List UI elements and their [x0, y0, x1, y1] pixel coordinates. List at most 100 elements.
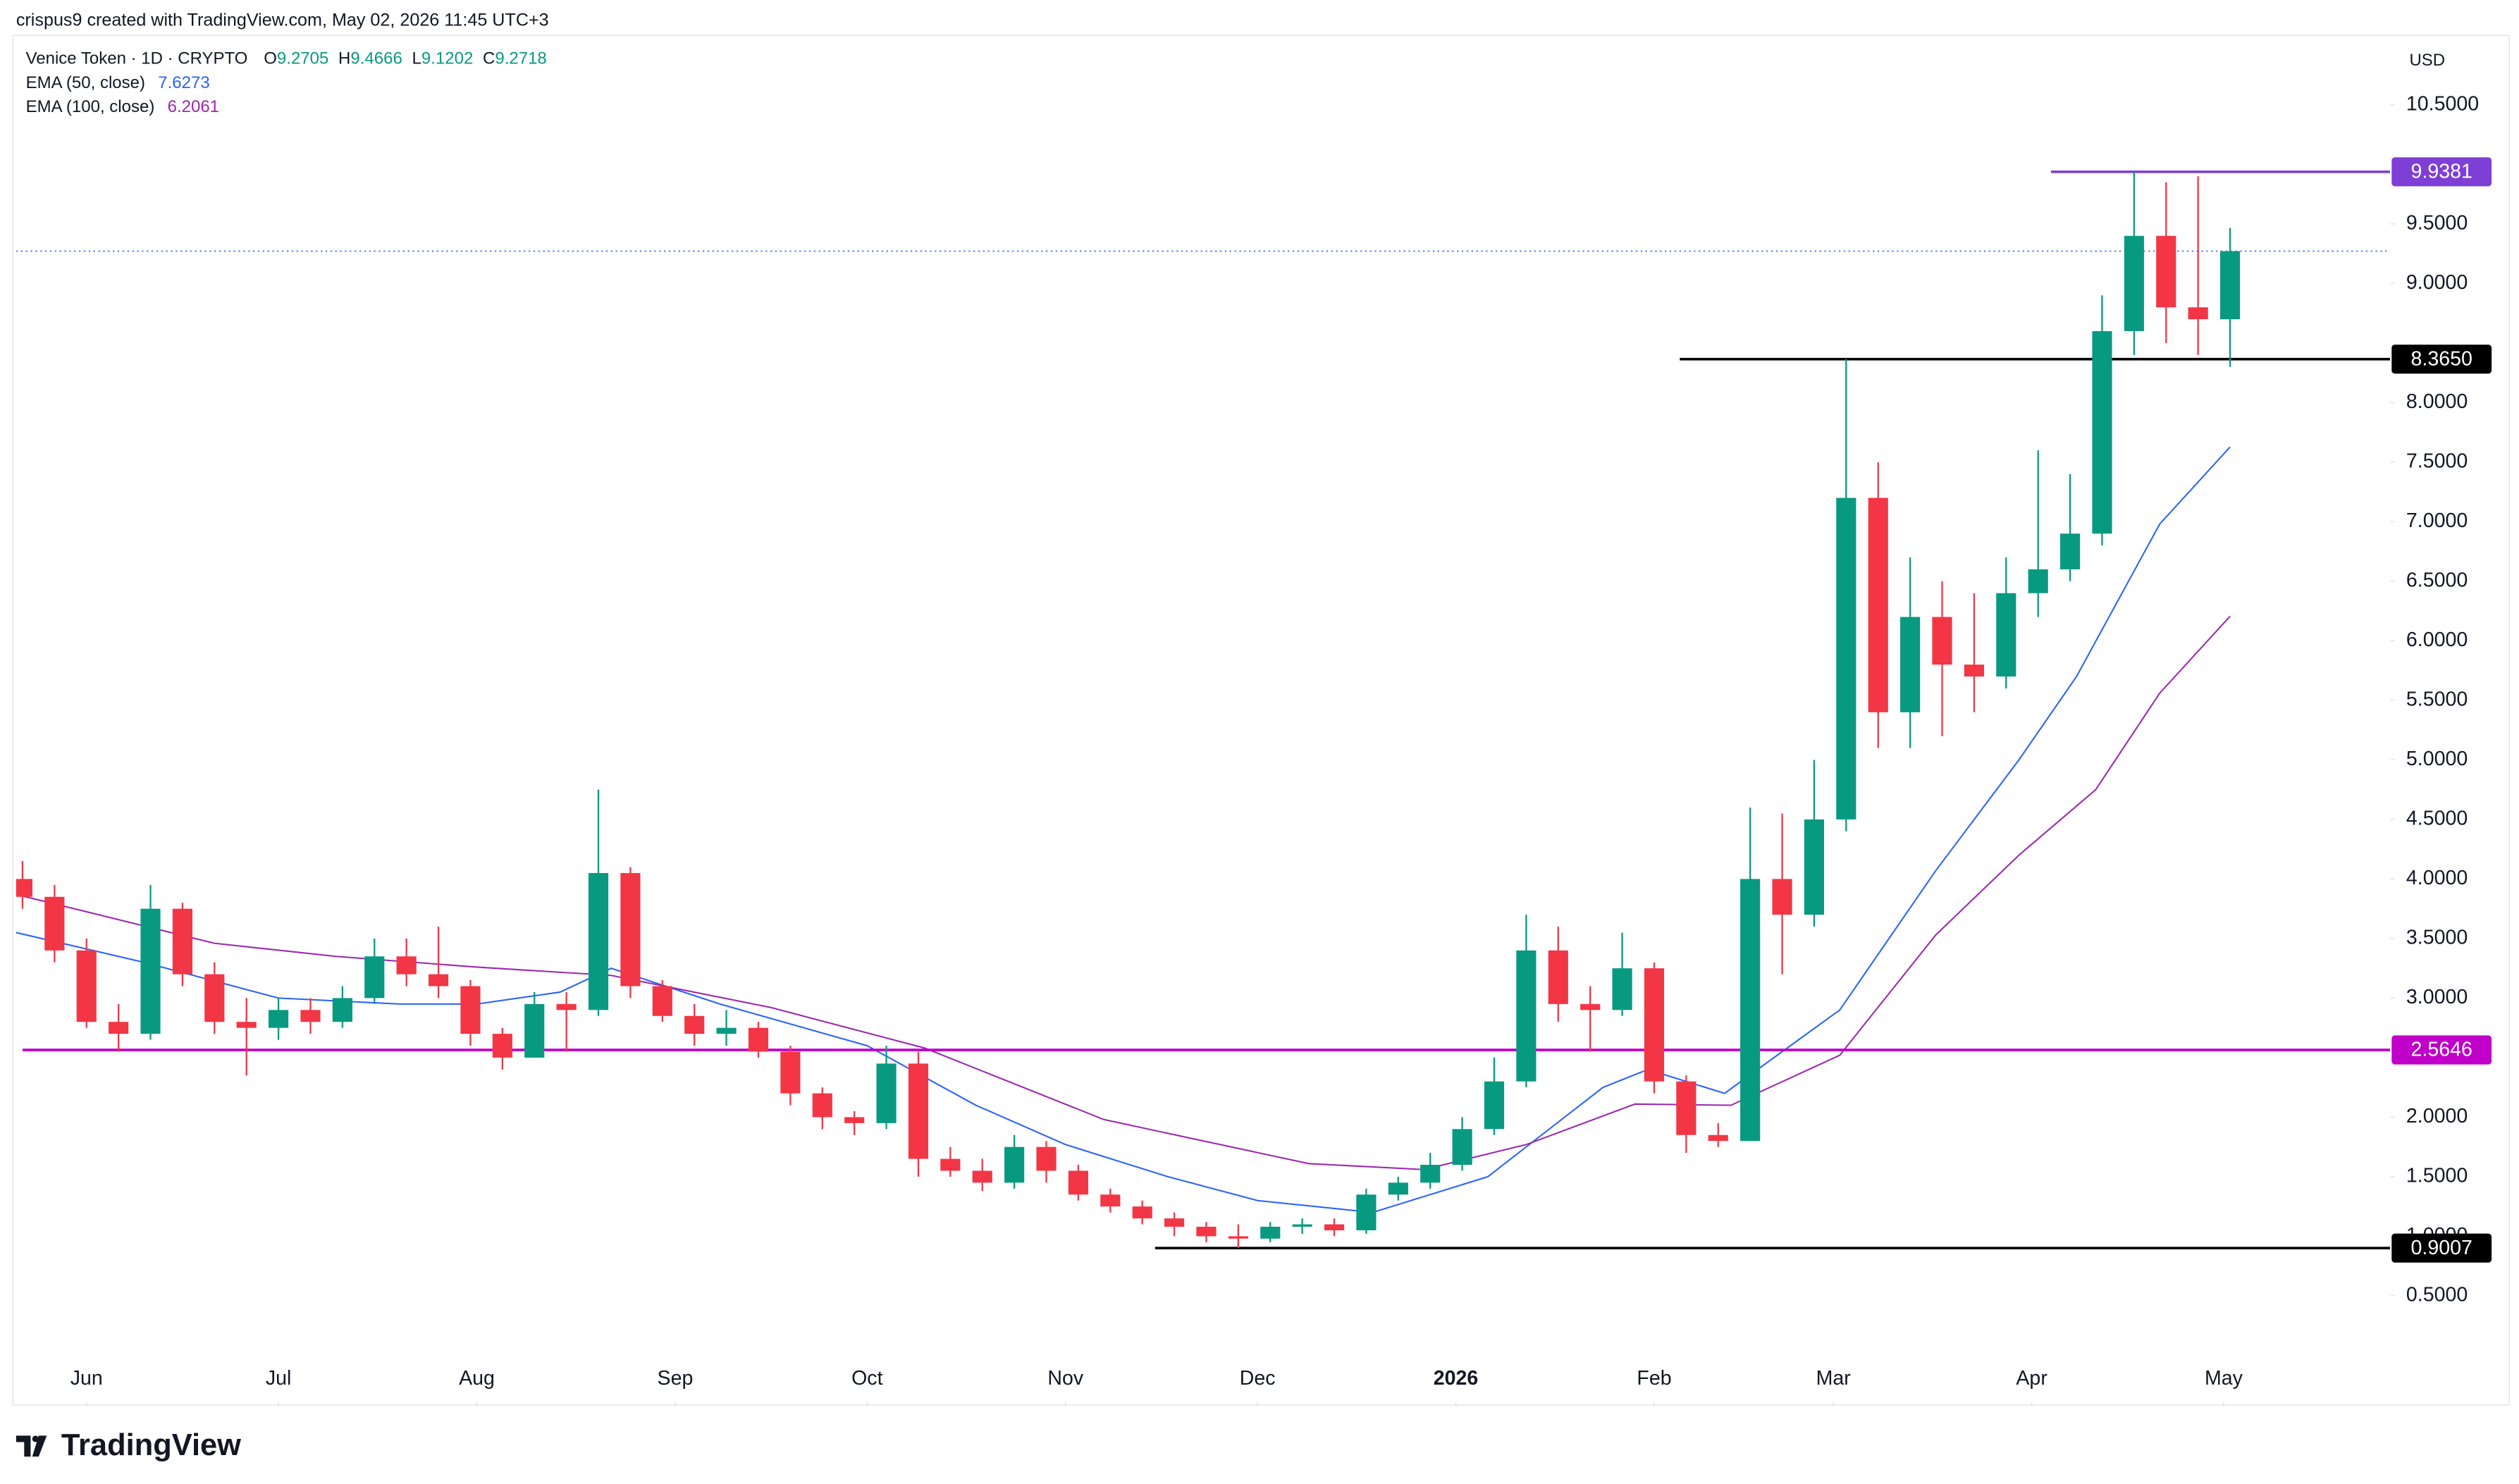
candle-body [2028, 569, 2048, 593]
candle-body [460, 986, 481, 1034]
currency: USD [2409, 51, 2445, 70]
y-tick-label: 3.0000 [2406, 986, 2468, 1008]
candle-body [140, 908, 161, 1034]
level-box [2391, 157, 2492, 187]
candle-body [109, 1022, 129, 1034]
ohlc-value: 9.1202 [421, 49, 473, 68]
candle-body [1516, 950, 1536, 1082]
candle-body [1036, 1146, 1057, 1171]
x-tick-label: Aug [459, 1367, 495, 1390]
candle-body [1644, 968, 1665, 1082]
candle-body [1420, 1165, 1441, 1183]
candle-body [2092, 330, 2112, 534]
candle-body [940, 1158, 961, 1171]
y-tick-label: 4.5000 [2406, 807, 2468, 829]
candle-body [2124, 235, 2144, 331]
chart-root: crispus9 created with TradingView.com, M… [12, 10, 2510, 1462]
y-tick-label: 5.5000 [2406, 688, 2468, 710]
y-tick-label: 9.0000 [2406, 271, 2468, 294]
candle-body [812, 1093, 832, 1118]
y-tick-label: 6.5000 [2406, 569, 2468, 591]
y-tick-label: 5.0000 [2406, 748, 2468, 770]
candle-body [972, 1170, 992, 1183]
candle-body [620, 872, 641, 987]
ema-line [16, 615, 2231, 1170]
ohlc-label: H [338, 49, 350, 68]
candle-body [908, 1063, 929, 1159]
candle-body [1868, 497, 1888, 712]
y-tick-label: 1.5000 [2406, 1164, 2468, 1187]
candle-body [1900, 617, 1921, 712]
y-tick-label: 7.5000 [2406, 450, 2468, 472]
candle-body [1932, 617, 1952, 665]
candle-body [2156, 235, 2176, 308]
plot [16, 170, 2391, 1250]
logo [16, 1435, 47, 1457]
symbol-row: Venice Token · 1D · CRYPTO O9.2705 H9.4666… [26, 49, 547, 68]
candle-body [16, 879, 33, 897]
candle-body [1484, 1081, 1505, 1130]
candle-body [844, 1117, 865, 1123]
level-box [2391, 345, 2492, 374]
indicator-name: EMA (100, close) [26, 98, 155, 117]
y-tick-label: 3.5000 [2406, 926, 2468, 948]
candle-body [1324, 1224, 1345, 1230]
x-tick-label: Sep [658, 1367, 694, 1390]
ohlc-value: 9.2705 [277, 49, 328, 68]
candle-body [1708, 1134, 1728, 1142]
candle-body [876, 1063, 897, 1123]
x-tick-label: Oct [851, 1367, 883, 1390]
x-tick-label: Apr [2016, 1367, 2047, 1390]
candle-body [652, 986, 672, 1016]
candle-body [172, 908, 192, 975]
y-tick-label: 10.5000 [2406, 92, 2479, 115]
ohlc-value: 9.2718 [495, 49, 546, 68]
indicator-name: EMA (50, close) [26, 73, 145, 92]
x-tick-label: Dec [1240, 1367, 1276, 1390]
candle-body [396, 956, 417, 975]
indicator-value: 7.6273 [158, 73, 209, 92]
y-tick-label: 8.0000 [2406, 390, 2468, 413]
y-tick-label: 0.5000 [2406, 1283, 2468, 1306]
level-label: 2.5646 [2410, 1039, 2472, 1061]
candle-body [556, 1003, 577, 1010]
candle-body [1676, 1081, 1696, 1135]
candle-body [716, 1027, 737, 1034]
y-tick-label: 6.0000 [2406, 629, 2468, 651]
candle-body [2188, 307, 2208, 320]
x-tick-label: Nov [1047, 1367, 1084, 1390]
ohlc-label: C [483, 49, 495, 68]
indicator-legend: EMA (50, close) 7.6273 [26, 73, 210, 92]
candle-body [1196, 1226, 1217, 1237]
x-tick-label: Mar [1816, 1367, 1852, 1390]
candle-body [1356, 1194, 1376, 1230]
ohlc-label: L [412, 49, 421, 68]
y-tick-label: 2.0000 [2406, 1105, 2468, 1127]
candle-body [1292, 1224, 1312, 1227]
x-tick-label: Jul [266, 1367, 292, 1390]
candle-body [1836, 497, 1856, 820]
candle-body [364, 956, 385, 998]
branding: TradingView [61, 1428, 241, 1462]
ohlc-label: O [264, 49, 277, 68]
candle-body [1612, 968, 1632, 1010]
indicator-legend: EMA (100, close) 6.2061 [26, 98, 219, 117]
candle-body [2060, 533, 2081, 569]
candle-body [1164, 1218, 1185, 1227]
candle-body [1804, 819, 1825, 915]
candle-body [44, 896, 65, 951]
candle-body [748, 1027, 769, 1052]
credit: crispus9 created with TradingView.com, M… [16, 10, 549, 30]
level-box [2391, 1233, 2492, 1263]
y-tick-label: 7.0000 [2406, 509, 2468, 532]
candle-body [269, 1010, 289, 1028]
candle-body [76, 950, 97, 1022]
candle-body [1548, 950, 1568, 1004]
level-box [2391, 1035, 2492, 1065]
candle-body [1228, 1236, 1248, 1239]
candle-body [1100, 1194, 1121, 1207]
level-label: 9.9381 [2410, 160, 2472, 183]
candle-body [1388, 1182, 1408, 1195]
x-tick-label: Jun [70, 1367, 103, 1390]
